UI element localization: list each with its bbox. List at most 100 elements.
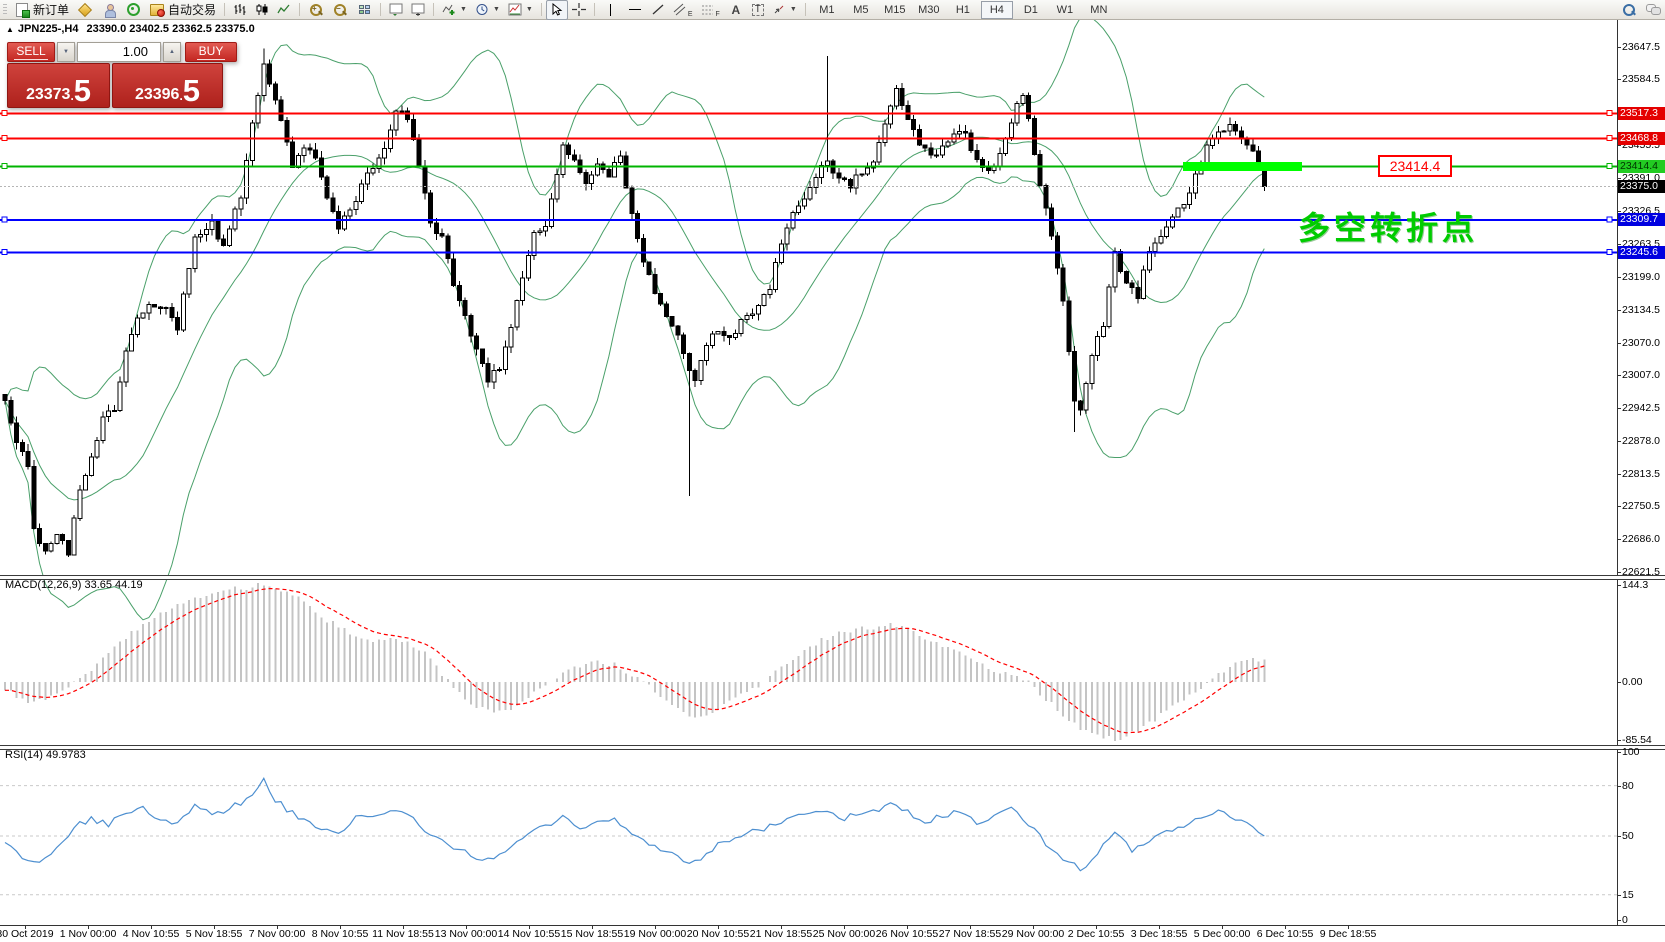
date-tick: 15 Nov 18:55 <box>560 928 624 940</box>
price-tick: 23070.0 <box>1622 337 1660 349</box>
timeframe-M30[interactable]: M30 <box>918 3 940 16</box>
timeframe-W1[interactable]: W1 <box>1056 3 1074 16</box>
date-tick: 7 Nov 00:00 <box>248 928 306 940</box>
hline-handle[interactable] <box>1 135 8 141</box>
chart-bars-button[interactable] <box>229 0 251 20</box>
rsi-line <box>4 777 1265 872</box>
volume-increase-button[interactable]: ▲ <box>163 42 181 62</box>
search-button[interactable] <box>1617 0 1641 20</box>
periods-button[interactable]: ▼ <box>471 0 504 20</box>
date-tick: 1 Nov 00:00 <box>59 928 117 940</box>
hline-price-label: 23309.7 <box>1618 213 1665 226</box>
price-tick: 22813.5 <box>1622 468 1660 480</box>
up-arrow-icon: ▲ <box>169 49 175 55</box>
indicators-button[interactable]: ▼ <box>438 0 471 20</box>
vertical-line-button[interactable] <box>599 0 623 20</box>
sell-price-panel[interactable]: 23373. 5 <box>7 63 110 108</box>
tile-windows-icon <box>356 2 372 17</box>
shapes-icon <box>774 5 784 14</box>
periods-icon <box>476 4 488 15</box>
hline-handle[interactable] <box>1606 110 1613 117</box>
templates-button[interactable]: ▼ <box>504 0 537 20</box>
hline-handle[interactable] <box>1606 162 1613 169</box>
timeframe-MN[interactable]: MN <box>1090 3 1108 16</box>
signal-button[interactable] <box>121 0 145 20</box>
chart-line-button[interactable] <box>273 0 295 20</box>
timeframe-M15[interactable]: M15 <box>884 3 906 16</box>
hline-handle[interactable] <box>1 216 8 223</box>
zoom-out-button[interactable]: − <box>328 0 352 20</box>
hline-handle[interactable] <box>1606 249 1613 256</box>
dropdown-arrow-icon: ▼ <box>492 6 500 13</box>
macd-signal-line <box>5 587 1265 734</box>
shapes-button[interactable]: ▼ <box>768 0 801 20</box>
highlight-segment[interactable] <box>1183 161 1302 171</box>
autotrade-icon <box>149 2 166 17</box>
turning-point-note[interactable]: 多空转折点 <box>1298 210 1479 246</box>
hline-handle[interactable] <box>1 162 8 169</box>
vline-icon <box>603 2 619 17</box>
buy-button[interactable]: BUY <box>185 42 237 62</box>
tile-windows-button[interactable] <box>352 0 376 20</box>
chart-shift-icon <box>389 3 403 16</box>
volume-input[interactable]: 1.00 <box>77 42 161 62</box>
macd-tick: -85.54 <box>1622 734 1652 746</box>
timeframe-H1[interactable]: H1 <box>955 3 970 16</box>
price-tick: 22942.5 <box>1622 402 1660 414</box>
timeframe-M5[interactable]: M5 <box>853 3 869 16</box>
chart-shift-button[interactable] <box>385 0 407 20</box>
timeframe-D1[interactable]: D1 <box>1023 3 1038 16</box>
hline-handle[interactable] <box>1 249 8 256</box>
macd-panel-splitter[interactable] <box>0 575 1665 580</box>
new-order-button[interactable]: 新订单 <box>10 0 73 20</box>
rsi-tick: 0 <box>1622 914 1628 926</box>
date-tick: 5 Dec 00:00 <box>1193 928 1251 940</box>
crosshair-button[interactable] <box>568 0 590 20</box>
date-tick: 25 Nov 00:00 <box>812 928 876 940</box>
eraser-button[interactable] <box>73 0 97 20</box>
chart-candles-button[interactable] <box>251 0 273 20</box>
dropdown-arrow-icon: ▼ <box>525 6 533 13</box>
zoom-in-button[interactable]: + <box>304 0 328 20</box>
timeframe-M1[interactable]: M1 <box>819 3 835 16</box>
chat-button[interactable] <box>1641 0 1665 20</box>
channel-button[interactable]: E <box>669 0 697 20</box>
profile-button[interactable] <box>97 0 121 20</box>
crosshair-icon <box>571 3 586 16</box>
buy-price-panel[interactable]: 23396. 5 <box>112 63 223 108</box>
indicators-icon <box>442 4 455 15</box>
trendline-icon <box>652 4 664 15</box>
rsi-panel-splitter[interactable] <box>0 745 1665 750</box>
macd-histogram <box>4 582 1266 742</box>
timeframe-bar: M1 M5 M15 M30 H1 H4 D1 W1 MN <box>810 0 1116 19</box>
down-arrow-icon: ▼ <box>63 49 69 55</box>
trendline-button[interactable] <box>647 0 669 20</box>
volume-decrease-button[interactable]: ▼ <box>57 42 75 62</box>
hline-icon <box>627 2 643 17</box>
date-tick: 26 Nov 10:55 <box>875 928 939 940</box>
auto-trading-button[interactable]: 自动交易 <box>145 0 220 20</box>
ohlc-values: 23390.0 23402.5 23362.5 23375.0 <box>86 23 255 35</box>
hline-price-label: 23517.3 <box>1618 107 1665 120</box>
price-tick: 22750.5 <box>1622 500 1660 512</box>
fibonacci-button[interactable]: F <box>697 0 724 20</box>
collapse-quote-marker[interactable]: ▲ <box>6 25 14 34</box>
toolbar-separator <box>540 3 542 16</box>
price-callout-23414[interactable]: 23414.4 <box>1378 155 1452 177</box>
cursor-button[interactable] <box>545 0 568 20</box>
chart-autoscroll-button[interactable] <box>407 0 429 20</box>
date-tick: 6 Dec 10:55 <box>1256 928 1314 940</box>
horizontal-line-button[interactable] <box>623 0 647 20</box>
hline-handle[interactable] <box>1606 135 1613 141</box>
price-tick: 23134.5 <box>1622 304 1660 316</box>
text-icon: A <box>731 2 741 17</box>
signal-icon <box>125 2 141 17</box>
date-tick: 2 Dec 10:55 <box>1067 928 1125 940</box>
timeframe-H4[interactable]: H4 <box>980 0 1013 19</box>
sell-button[interactable]: SELL <box>7 42 55 62</box>
hline-handle[interactable] <box>1 110 8 117</box>
text-button[interactable]: A <box>724 0 748 20</box>
hline-handle[interactable] <box>1606 216 1613 223</box>
text-label-button[interactable]: T <box>748 0 768 20</box>
